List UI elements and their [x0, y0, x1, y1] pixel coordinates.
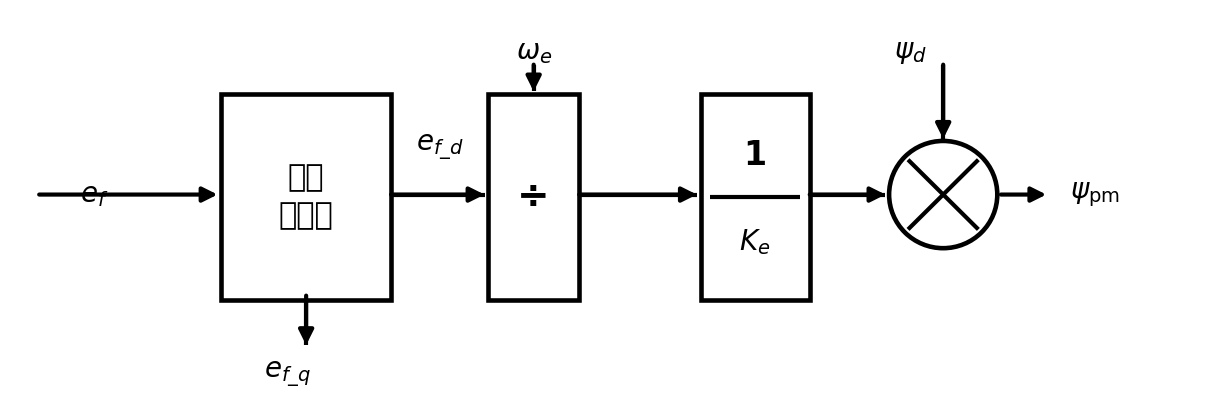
Text: $\omega_e$: $\omega_e$ [516, 38, 552, 66]
Text: $e_{f\_q}$: $e_{f\_q}$ [265, 359, 312, 389]
Bar [701, 94, 809, 300]
Bar [221, 94, 391, 300]
Ellipse shape [889, 141, 997, 248]
Text: 1: 1 [744, 139, 767, 172]
Text: $K_e$: $K_e$ [740, 227, 770, 257]
Text: 单相
锁相环: 单相 锁相环 [279, 163, 334, 230]
Text: $e_f$: $e_f$ [79, 181, 108, 209]
Text: $e_{f\_d}$: $e_{f\_d}$ [416, 132, 463, 162]
Text: ÷: ÷ [517, 178, 550, 216]
Text: $\psi_{\mathrm{pm}}$: $\psi_{\mathrm{pm}}$ [1070, 180, 1120, 209]
Text: $\psi_d$: $\psi_d$ [894, 38, 926, 66]
Bar [488, 94, 579, 300]
